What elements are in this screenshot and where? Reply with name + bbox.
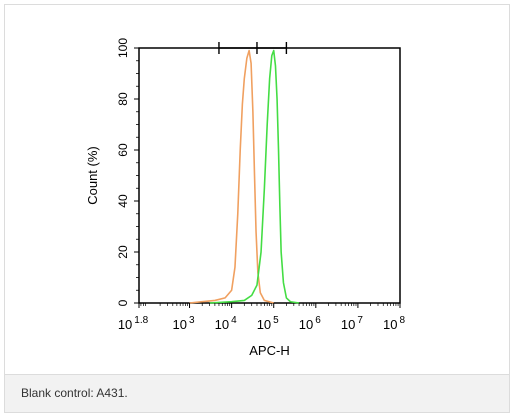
x-axis-title: APC-H: [249, 343, 289, 358]
y-tick-label: 40: [116, 194, 130, 208]
x-tick-label: 10 3: [173, 315, 195, 332]
x-tick-label: 10 6: [299, 315, 321, 332]
y-tick-label: 0: [116, 299, 130, 306]
x-tick-label: 10 1.8: [118, 315, 149, 332]
histogram-series-1: [189, 49, 274, 304]
y-tick-label: 20: [116, 245, 130, 259]
y-tick-label: 80: [116, 92, 130, 106]
figure-caption: Blank control: A431.: [21, 386, 128, 400]
y-axis-title: Count (%): [85, 146, 100, 205]
histogram-series-2: [209, 49, 300, 304]
x-tick-label: 10 7: [341, 315, 363, 332]
figure-card: 0 20 40 60 80 100 10 1.8 10 3 10 4 10 5 10 6 10 7 10 8 APC-H…: [4, 4, 510, 413]
x-tick-label: 10 5: [257, 315, 279, 332]
y-tick-label: 100: [116, 38, 130, 58]
plot-panel: 0 20 40 60 80 100 10 1.8 10 3 10 4 10 5 10 6 10 7 10 8 APC-H…: [73, 13, 441, 373]
caption-bar: Blank control: A431.: [5, 374, 509, 412]
y-tick-label: 60: [116, 143, 130, 157]
x-tick-label: 10 8: [383, 315, 405, 332]
x-tick-label: 10 4: [215, 315, 237, 332]
histogram-chart: 0 20 40 60 80 100 10 1.8 10 3 10 4 10 5 10 6 10 7 10 8 APC-H…: [85, 38, 405, 358]
